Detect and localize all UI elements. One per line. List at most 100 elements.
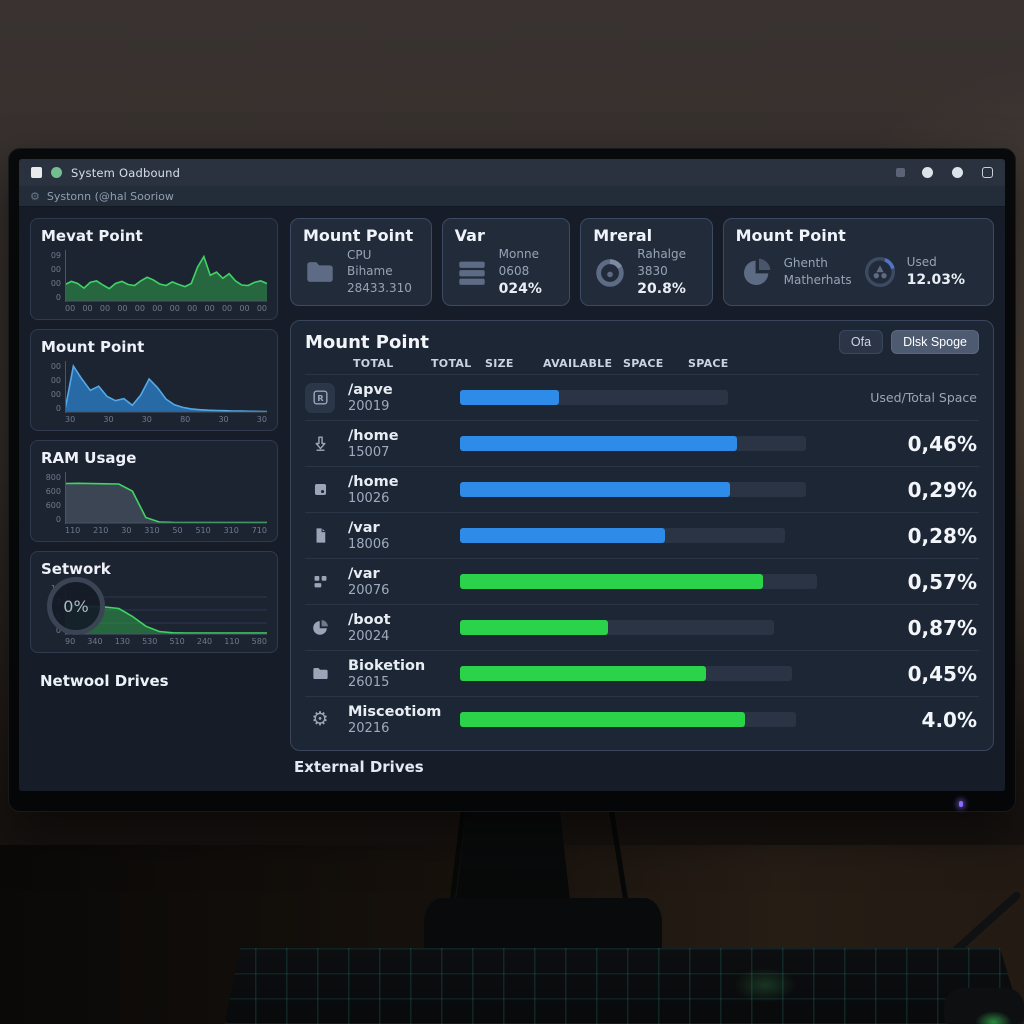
panel-title: Mount Point: [305, 331, 429, 353]
mount-point-value: 20216: [348, 720, 390, 736]
table-row[interactable]: R/apve 20019 Used/Total Space: [305, 374, 979, 420]
sidebar: Mevat Point 09 00 00 0 00 00 00 00 00 00 00 00 00 00 00…: [30, 218, 278, 783]
sidebar-chart-1: Mount Point 00 00 00 0 30 30 30 80 30 30: [30, 329, 278, 431]
menubar[interactable]: ⚙ Systonn (@hal Sooriow: [19, 186, 1005, 207]
card-stats: Used 12.03%: [907, 255, 965, 290]
sidebar-chart-title: RAM Usage: [41, 449, 137, 467]
window-control-button[interactable]: [922, 167, 933, 178]
column-header[interactable]: SPACE: [688, 357, 729, 370]
file-icon: [305, 521, 335, 551]
card-stats: Monne 0608 024%: [499, 247, 542, 298]
mount-point-label: /home: [348, 473, 399, 490]
card-stat-line: Bihame: [347, 264, 393, 279]
mount-point-value: 20019: [348, 398, 390, 414]
content-area: Mevat Point 09 00 00 0 00 00 00 00 00 00 00 00 00 00 00…: [19, 207, 1005, 791]
network-usage-gauge: 0%: [47, 577, 105, 635]
column-header[interactable]: AVAILABLE: [543, 357, 613, 370]
badge-r-icon: R: [305, 382, 335, 413]
off-button[interactable]: Ofa: [838, 330, 884, 354]
list-icon: [455, 256, 489, 290]
y-axis-labels: 800 600 600 0: [45, 473, 61, 524]
card-stat-line: Matherhats: [783, 272, 852, 287]
mount-point-label: /var: [348, 519, 380, 536]
mount-point-value: 26015: [348, 674, 390, 690]
keyboard-backlight-glow: [720, 960, 810, 1010]
y-axis-labels: 09 00 00 0: [50, 251, 61, 302]
column-header[interactable]: SPACE: [623, 357, 664, 370]
card-stat-line: 0608: [498, 263, 530, 278]
app-icon: [31, 167, 42, 178]
sidebar-chart-2: RAM Usage 800 600 600 0 110 210 30 310 50 510 310 71…: [30, 440, 278, 542]
card-stat-line: CPU: [347, 247, 372, 262]
usage-bar-track: [460, 528, 785, 543]
panel-buttons: Ofa Dlsk Spoge: [838, 330, 979, 354]
column-header[interactable]: TOTAL: [431, 357, 472, 370]
menubar-label: Systonn (@hal Sooriow: [46, 189, 174, 203]
window-control-button[interactable]: [952, 167, 963, 178]
gear-icon: ⚙: [311, 708, 329, 730]
usage-bar-track: [460, 482, 807, 497]
summary-card-0: Mount Point CPU Bihame 28433.310: [290, 218, 432, 306]
mount-point-value: 20076: [348, 582, 390, 598]
table-row[interactable]: /home 15007 0,46%: [305, 420, 979, 466]
pie-icon: [305, 613, 335, 643]
table-row[interactable]: /var 18006 0,28%: [305, 512, 979, 558]
usage-bar-track: [460, 666, 792, 681]
card-stat-line: 12.03%: [906, 272, 965, 289]
mount-point-label: Misceotiom: [348, 703, 442, 720]
column-header[interactable]: SIZE: [485, 357, 514, 370]
donut-icon: [593, 256, 627, 290]
mount-point-label: /apve: [348, 381, 393, 398]
mount-point-value: 15007: [348, 444, 390, 460]
mount-point-label: /home: [348, 427, 399, 444]
usage-percent: 0,57%: [907, 569, 977, 594]
table-row[interactable]: /boot 20024 0,87%: [305, 604, 979, 650]
network-drives-title: Netwool Drives: [40, 672, 169, 690]
table-row[interactable]: Bioketion 26015 0,45%: [305, 650, 979, 696]
window-title: System Oadbound: [71, 165, 181, 180]
x-axis-labels: 30 30 30 80 30 30: [65, 415, 267, 424]
card-stat-line: Monne: [498, 247, 539, 261]
folder-icon: [305, 659, 335, 689]
maximize-button[interactable]: [982, 167, 993, 178]
disk-usage-button[interactable]: Dlsk Spoge: [891, 330, 979, 354]
summary-cards-row: Mount Point CPU Bihame 28433.310 Var Monne 060…: [290, 218, 994, 306]
status-dot-icon: [51, 167, 62, 178]
usage-percent: 4.0%: [921, 707, 977, 732]
sidebar-chart-0: Mevat Point 09 00 00 0 00 00 00 00 00 00 00 00 00 00 00…: [30, 218, 278, 320]
main-area: Mount Point CPU Bihame 28433.310 Var Monne 060…: [290, 218, 994, 783]
x-axis-labels: 90 340 130 530 510 240 110 580: [65, 637, 267, 646]
card-title: Var: [454, 226, 485, 245]
summary-card-1: Var Monne 0608 024%: [441, 218, 571, 306]
external-drives-label: External Drives: [294, 758, 424, 776]
table-row[interactable]: /home 10026 0,29%: [305, 466, 979, 512]
x-axis-labels: 110 210 30 310 50 510 310 710: [65, 526, 267, 535]
arrow-down-icon: [305, 429, 335, 459]
usage-bar-track: [460, 390, 728, 405]
minimize-button[interactable]: [896, 168, 905, 177]
usage-bar-fill: [460, 666, 706, 681]
keyboard: [224, 948, 1024, 1024]
mouse: [944, 988, 1024, 1024]
summary-card-3: Mount Point Ghenth Matherhats Used 12.03%: [722, 218, 994, 306]
card-stats: CPU Bihame 28433.310: [347, 248, 412, 297]
card-stat-line: Rahalge: [637, 247, 687, 261]
column-header[interactable]: TOTAL: [353, 357, 394, 370]
usage-bar-fill: [460, 436, 738, 451]
pie-icon: [740, 255, 774, 289]
table-column-headers: TOTAL TOTAL SIZE AVAILABLE SPACE SPACE: [305, 357, 979, 370]
table-row[interactable]: /var 20076 0,57%: [305, 558, 979, 604]
card-title: Mreral: [593, 226, 653, 245]
used-total-legend: Used/Total Space: [870, 390, 977, 405]
svg-text:R: R: [317, 393, 324, 403]
card-stat-line: 20.8%: [637, 281, 686, 298]
sidebar-chart-title: Mount Point: [41, 338, 145, 356]
usage-bar-track: [460, 574, 817, 589]
sidebar-section-network-drives: Netwool Drives: [30, 662, 278, 728]
table-row[interactable]: ⚙ Misceotiom 20216 4.0%: [305, 696, 979, 742]
mount-point-label: /boot: [348, 611, 391, 628]
area-chart: [65, 361, 267, 413]
sidebar-chart-title: Setwork: [41, 560, 111, 578]
usage-bar-fill: [460, 482, 731, 497]
